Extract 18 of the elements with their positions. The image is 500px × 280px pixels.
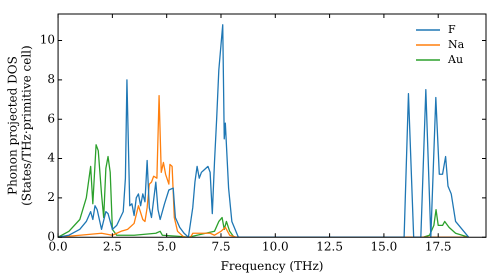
y-axis-title: Phonon projected DOS (States/THz·primitive cell): [5, 45, 34, 206]
x-tick-label: 10.0: [262, 240, 289, 254]
x-axis-title: Frequency (THz): [220, 258, 324, 273]
y-tick-label: 8: [47, 72, 56, 86]
legend-label: Au: [447, 52, 464, 66]
x-tick-label: 15.0: [370, 240, 398, 254]
y-tick-label: 6: [47, 111, 56, 126]
x-tick-label: 7.5: [211, 240, 231, 254]
x-tick-label: 2.5: [102, 240, 122, 254]
x-tick-label: 5.0: [157, 240, 176, 254]
x-tick-label: 12.5: [316, 240, 343, 254]
legend-label: Na: [448, 38, 465, 51]
y-tick-label: 10: [40, 32, 56, 47]
x-tick-label: 17.5: [424, 240, 452, 254]
y-tick-label: 2: [47, 190, 56, 204]
x-tick-label: 0.0: [48, 240, 68, 254]
legend-label: F: [448, 22, 456, 36]
y-tick-label: 4: [47, 150, 56, 165]
